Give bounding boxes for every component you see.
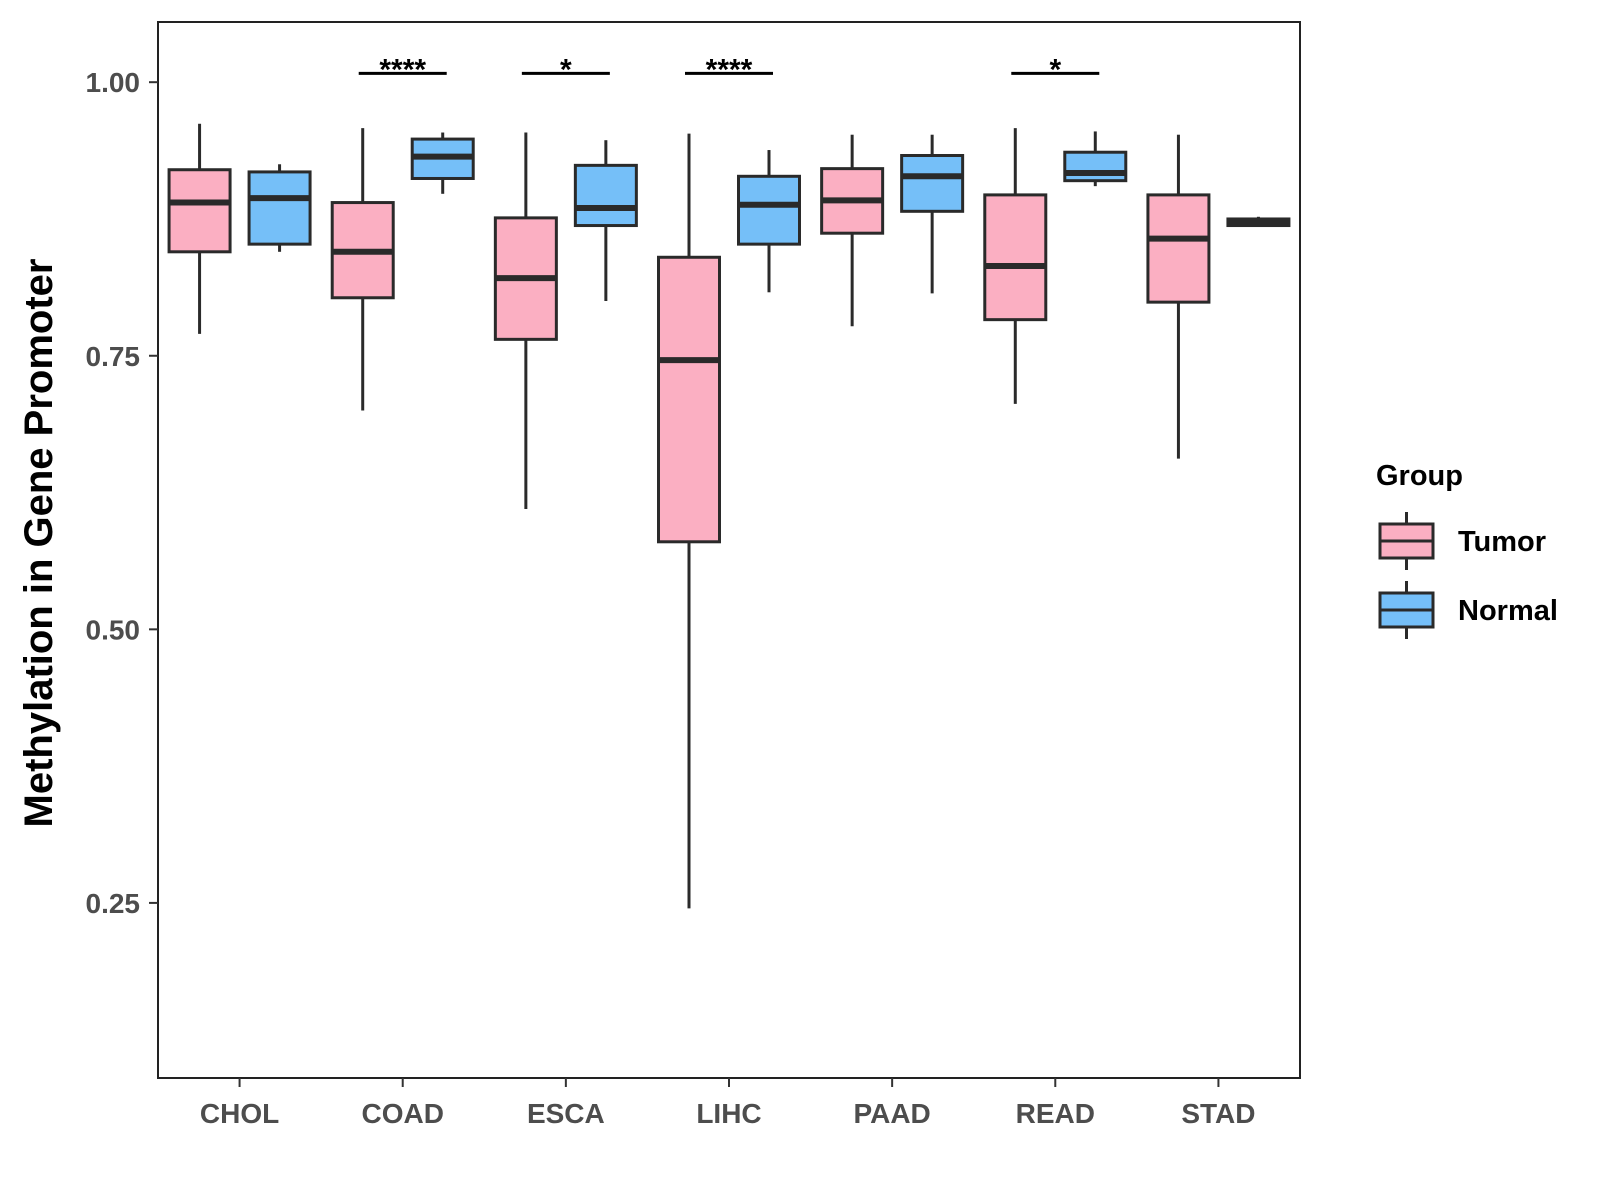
panel-border: [157, 21, 1301, 1079]
x-tick-label: ESCA: [527, 1098, 605, 1129]
box-body: [247, 170, 312, 246]
box-normal-esca: [573, 140, 638, 302]
box-body: [657, 255, 721, 544]
y-tick-label: 1.00: [86, 67, 141, 98]
legend-title: Group: [1376, 460, 1463, 492]
box-tumor-lihc: [657, 133, 721, 909]
box-normal-coad: [410, 132, 475, 194]
y-axis-title: Methylation in Gene Promoter: [17, 259, 61, 828]
x-tick-label: COAD: [361, 1098, 443, 1129]
box-body: [1146, 193, 1211, 304]
box-normal-lihc: [737, 150, 801, 293]
box-normal-paad: [900, 134, 965, 294]
box-tumor-paad: [820, 134, 885, 327]
x-tick-label: STAD: [1181, 1098, 1255, 1129]
legend: Group Tumor Normal: [1376, 460, 1558, 639]
y-tick-label: 0.50: [86, 614, 141, 645]
x-axis: CHOL COAD ESCA LIHC PAAD READ STAD: [200, 1078, 1256, 1129]
significance-esca: *: [521, 53, 610, 86]
box-body: [983, 193, 1048, 322]
y-tick-label: 0.75: [86, 341, 141, 372]
significance-coad: ****: [358, 53, 447, 86]
x-tick-label: LIHC: [696, 1098, 761, 1129]
box-body: [737, 174, 801, 246]
y-axis: 0.25 0.50 0.75 1.00: [86, 67, 158, 919]
significance-annotations: **** * **** *: [358, 53, 1100, 86]
box-body: [1063, 150, 1128, 183]
box-tumor-coad: [330, 128, 395, 411]
box-normal-chol: [247, 164, 312, 252]
legend-label: Normal: [1458, 595, 1558, 627]
box-body: [900, 154, 965, 213]
legend-entries: Tumor Normal: [1378, 512, 1558, 639]
significance-label: *: [560, 53, 572, 86]
legend-item-normal: Normal: [1378, 581, 1558, 639]
y-tick-label: 0.25: [86, 888, 141, 919]
box-tumor-chol: [167, 123, 232, 334]
plot-area: [157, 21, 1301, 1079]
box-tumor-stad: [1146, 134, 1211, 459]
legend-item-tumor: Tumor: [1378, 512, 1546, 570]
x-tick-label: PAAD: [854, 1098, 931, 1129]
box-tumor-read: [983, 128, 1048, 404]
significance-label: ****: [706, 53, 753, 86]
significance-label: ****: [379, 53, 426, 86]
box-normal-stad: [1226, 216, 1291, 228]
significance-lihc: ****: [685, 53, 773, 86]
boxes: [167, 123, 1291, 909]
box-body: [573, 163, 638, 228]
x-tick-label: READ: [1016, 1098, 1095, 1129]
box-tumor-esca: [493, 132, 558, 509]
significance-label: *: [1049, 53, 1061, 86]
box-body: [167, 168, 232, 254]
significance-read: *: [1011, 53, 1100, 86]
box-normal-read: [1063, 131, 1128, 187]
x-tick-label: CHOL: [200, 1098, 279, 1129]
legend-label: Tumor: [1458, 526, 1546, 558]
